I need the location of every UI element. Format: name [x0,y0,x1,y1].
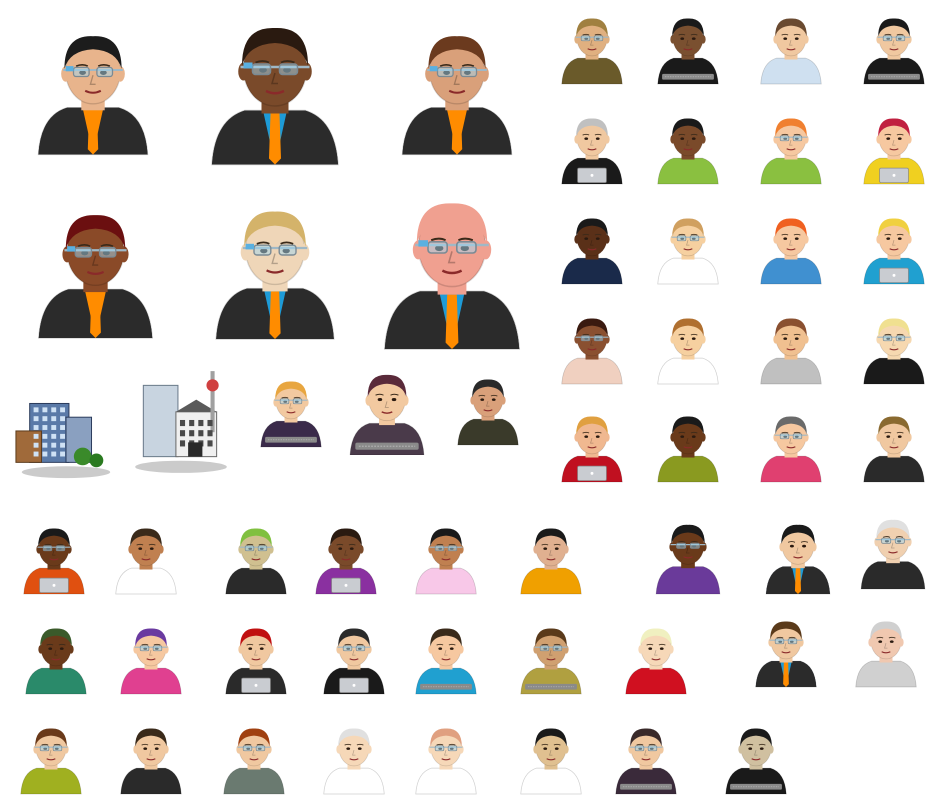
avatar-bottom-19-icon [15,712,87,804]
avatar-grid-5-icon [556,102,628,194]
avatar-large-2-icon [200,2,350,177]
avatar-bottom-6-icon [515,512,587,604]
avatar-grid-7-icon [755,102,827,194]
avatar-bottom-12-icon [220,612,292,704]
avatar-grid-19-icon [755,400,827,492]
avatar-bottom-25-icon [610,712,682,804]
avatar-large-5-icon [205,180,345,358]
avatar-grid-18-icon [652,400,724,492]
avatar-grid-13-icon [556,302,628,394]
avatar-large-4-icon [28,183,163,358]
avatar-large-1-icon [28,2,158,177]
avatar-bottom-2-icon [110,512,182,604]
avatar-grid-20-icon [858,400,930,492]
avatar-bottom-10-icon [20,612,92,704]
avatar-mid-1-icon [255,367,327,455]
avatar-grid-2-icon [652,2,724,94]
avatar-grid-4-icon [858,2,930,94]
avatar-bottom-15-icon [515,612,587,704]
avatar-bottom-8-icon [760,510,836,602]
avatar-bottom-17-icon [750,605,822,697]
avatar-bottom-7-icon [650,510,726,602]
town-hall-icon [125,362,237,480]
avatar-grid-15-icon [755,302,827,394]
avatar-large-3-icon [392,2,522,177]
avatar-bottom-18-icon [850,605,922,697]
avatar-grid-17-icon [556,400,628,492]
avatar-grid-3-icon [755,2,827,94]
avatar-bottom-14-icon [410,612,482,704]
avatar-bottom-3-icon [220,512,292,604]
avatar-grid-14-icon [652,302,724,394]
avatar-grid-1-icon [556,2,628,94]
avatar-bottom-11-icon [115,612,187,704]
avatar-bottom-23-icon [410,712,482,804]
avatar-bottom-16-icon [620,612,692,704]
avatar-grid-16-icon [858,302,930,394]
avatar-bottom-20-icon [115,712,187,804]
avatar-grid-12-icon [858,202,930,294]
avatar-mid-3-icon [452,365,524,453]
avatar-grid-11-icon [755,202,827,294]
avatar-grid-6-icon [652,102,724,194]
avatar-grid-8-icon [858,102,930,194]
avatar-bottom-4-icon [310,512,382,604]
avatar-grid-9-icon [556,202,628,294]
city-buildings-icon [12,372,120,484]
avatar-bottom-1-icon [18,512,90,604]
avatar-bottom-9-icon [855,505,931,597]
avatar-bottom-24-icon [515,712,587,804]
avatar-grid-10-icon [652,202,724,294]
avatar-large-6-icon [372,180,532,358]
avatar-bottom-22-icon [318,712,390,804]
avatar-bottom-21-icon [218,712,290,804]
avatar-bottom-5-icon [410,512,482,604]
avatar-mid-2-icon [342,367,432,455]
avatar-bottom-26-icon [720,712,792,804]
avatar-bottom-13-icon [318,612,390,704]
